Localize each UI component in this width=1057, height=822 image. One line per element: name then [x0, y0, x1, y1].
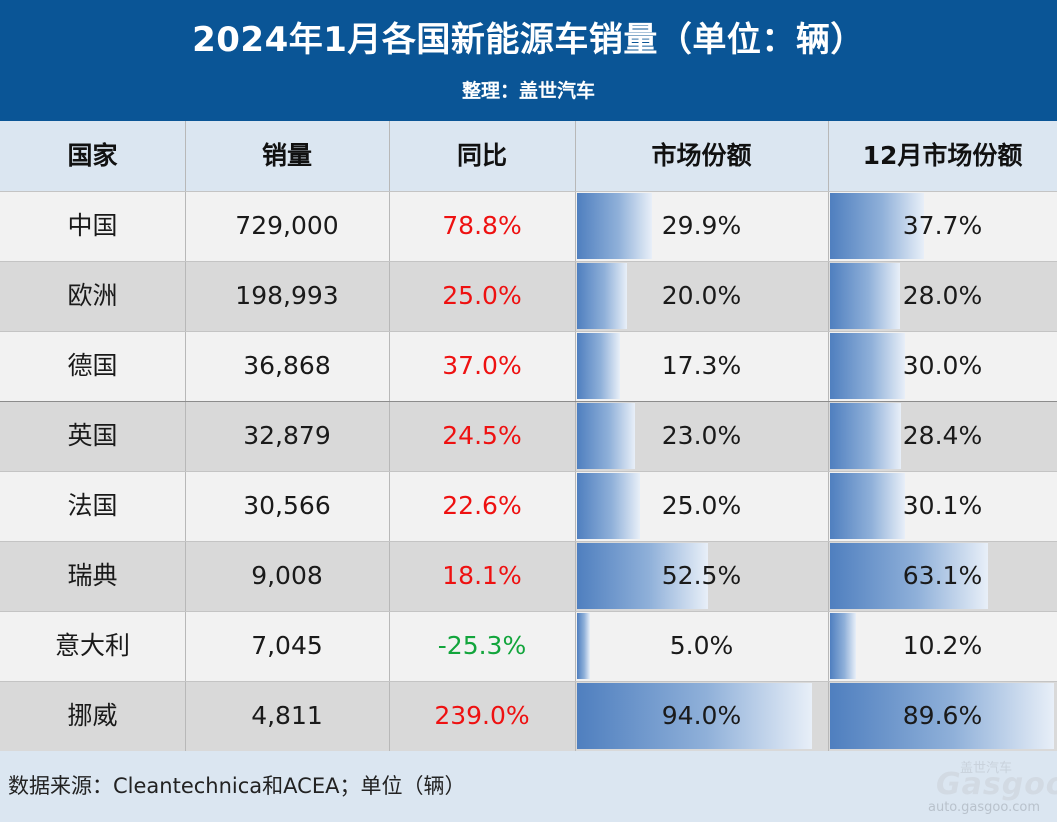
cell-dec-share: 30.1% — [902, 491, 983, 520]
share-bar — [577, 263, 627, 329]
cell-sales: 32,879 — [243, 421, 331, 450]
dec-share-bar — [830, 683, 1054, 749]
table-row: 英国 32,879 24.5% 23.0% 28.4% — [0, 401, 1057, 471]
cell-yoy: 239.0% — [434, 701, 530, 730]
header-share: 市场份额 — [651, 141, 752, 170]
cell-dec-share: 28.0% — [902, 281, 983, 310]
cell-share: 29.9% — [661, 211, 742, 240]
cell-yoy: 25.0% — [442, 281, 522, 310]
dec-share-bar — [830, 543, 988, 609]
chart-title: 2024年1月各国新能源车销量（单位：辆） — [192, 20, 865, 60]
cell-yoy: 24.5% — [442, 421, 522, 450]
footer: 数据来源：Cleantechnica和ACEA；单位（辆） 盖世汽车 Gasgo… — [0, 751, 1057, 822]
share-bar — [577, 193, 652, 259]
cell-sales: 198,993 — [235, 281, 339, 310]
dec-share-bar — [830, 193, 924, 259]
cell-sales: 4,811 — [251, 701, 323, 730]
share-bar — [577, 473, 640, 539]
share-bar — [577, 613, 590, 679]
header-yoy: 同比 — [456, 141, 507, 170]
column-divider — [828, 121, 829, 751]
table-row: 瑞典 9,008 18.1% 52.5% 63.1% — [0, 541, 1057, 611]
title-banner: 2024年1月各国新能源车销量（单位：辆） 整理：盖世汽车 — [0, 0, 1057, 121]
table-row: 法国 30,566 22.6% 25.0% 30.1% — [0, 471, 1057, 541]
cell-country: 德国 — [67, 351, 118, 380]
cell-sales: 30,566 — [243, 491, 331, 520]
cell-country: 法国 — [67, 491, 118, 520]
cell-sales: 729,000 — [235, 211, 339, 240]
share-bar — [577, 543, 708, 609]
cell-dec-share: 63.1% — [902, 561, 983, 590]
table-row: 欧洲 198,993 25.0% 20.0% 28.0% — [0, 261, 1057, 331]
cell-share: 17.3% — [661, 351, 742, 380]
share-bar — [577, 683, 812, 749]
cell-share: 20.0% — [661, 281, 742, 310]
row-divider — [0, 611, 1057, 612]
cell-yoy: 78.8% — [442, 211, 522, 240]
cell-country: 中国 — [67, 211, 118, 240]
row-divider — [0, 191, 1057, 192]
cell-dec-share: 37.7% — [902, 211, 983, 240]
row-divider — [0, 331, 1057, 332]
cell-country: 欧洲 — [67, 281, 118, 310]
table-row: 意大利 7,045 -25.3% 5.0% 10.2% — [0, 611, 1057, 681]
cell-dec-share: 30.0% — [902, 351, 983, 380]
table-row: 挪威 4,811 239.0% 94.0% 89.6% — [0, 681, 1057, 751]
cell-dec-share: 28.4% — [902, 421, 983, 450]
cell-country: 挪威 — [67, 701, 118, 730]
header-dec-share: 12月市场份额 — [862, 141, 1023, 170]
row-divider — [0, 401, 1057, 402]
row-divider — [0, 471, 1057, 472]
cell-sales: 7,045 — [251, 631, 323, 660]
table-header-row: 国家 销量 同比 市场份额 12月市场份额 — [0, 121, 1057, 191]
cell-dec-share: 10.2% — [902, 631, 983, 660]
dec-share-bar — [830, 333, 905, 399]
chart-subtitle: 整理：盖世汽车 — [461, 80, 595, 102]
column-divider — [389, 121, 390, 751]
row-divider — [0, 541, 1057, 542]
dec-share-bar — [830, 613, 856, 679]
cell-share: 52.5% — [661, 561, 742, 590]
cell-share: 94.0% — [661, 701, 742, 730]
cell-country: 瑞典 — [67, 561, 118, 590]
watermark-url: auto.gasgoo.com — [928, 800, 1040, 815]
table-row: 中国 729,000 78.8% 29.9% 37.7% — [0, 191, 1057, 261]
share-bar — [577, 333, 620, 399]
dec-share-bar — [830, 263, 900, 329]
cell-share: 25.0% — [661, 491, 742, 520]
dec-share-bar — [830, 473, 905, 539]
row-divider — [0, 261, 1057, 262]
watermark-text: 盖世汽车 — [960, 761, 1013, 776]
dec-share-bar — [830, 403, 901, 469]
cell-share: 5.0% — [669, 631, 734, 660]
cell-dec-share: 89.6% — [902, 701, 983, 730]
cell-yoy: 22.6% — [442, 491, 522, 520]
column-divider — [185, 121, 186, 751]
table-row: 德国 36,868 37.0% 17.3% 30.0% — [0, 331, 1057, 401]
gasgoo-logo: Gasgoo — [936, 767, 1057, 802]
cell-country: 英国 — [67, 421, 118, 450]
cell-yoy: 18.1% — [442, 561, 522, 590]
header-country: 国家 — [67, 141, 118, 170]
column-divider — [575, 121, 576, 751]
cell-sales: 36,868 — [243, 351, 331, 380]
header-sales: 销量 — [261, 141, 312, 170]
share-bar — [577, 403, 635, 469]
source-note: 数据来源：Cleantechnica和ACEA；单位（辆） — [8, 774, 466, 798]
cell-yoy: 37.0% — [442, 351, 522, 380]
row-divider — [0, 681, 1057, 682]
cell-sales: 9,008 — [251, 561, 323, 590]
cell-country: 意大利 — [54, 631, 130, 660]
cell-yoy: -25.3% — [437, 631, 527, 660]
cell-share: 23.0% — [661, 421, 742, 450]
